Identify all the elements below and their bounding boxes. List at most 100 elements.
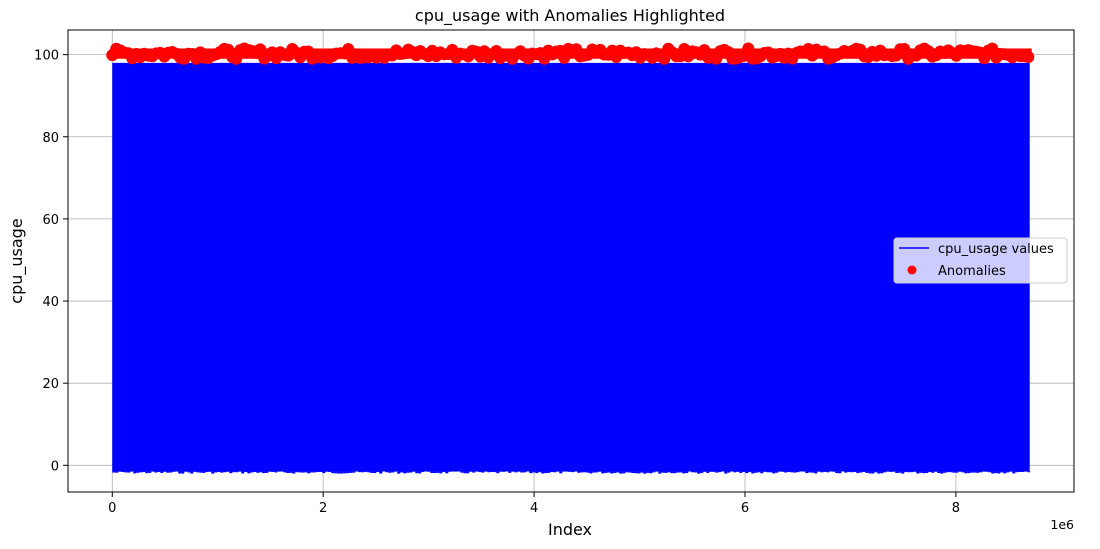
series-line-edge bbox=[877, 471, 880, 473]
series-line-edge bbox=[292, 471, 295, 473]
series-line-edge bbox=[922, 471, 925, 473]
series-line-edge bbox=[496, 471, 499, 473]
series-line-edge bbox=[961, 471, 964, 472]
series-line-edge bbox=[919, 471, 922, 472]
series-line-edge bbox=[160, 471, 163, 472]
series-line-edge bbox=[460, 471, 463, 472]
series-line-edge bbox=[295, 471, 298, 472]
series-line-edge bbox=[1027, 471, 1030, 472]
series-line-edge bbox=[466, 471, 469, 473]
series-line-edge bbox=[610, 471, 613, 473]
series-line-edge bbox=[508, 471, 511, 472]
series-line-edge bbox=[868, 471, 871, 473]
series-line-edge bbox=[955, 471, 958, 472]
series-line-edge bbox=[547, 471, 550, 472]
series-line-edge bbox=[433, 471, 436, 473]
series-line-edge bbox=[445, 471, 448, 473]
series-line-edge bbox=[766, 471, 769, 472]
series-line-edge bbox=[196, 471, 199, 472]
series-line-edge bbox=[580, 471, 583, 472]
series-line-edge bbox=[631, 471, 634, 473]
series-line-edge bbox=[787, 471, 790, 472]
series-line-edge bbox=[490, 471, 493, 472]
series-line-edge bbox=[211, 471, 214, 473]
series-line-edge bbox=[907, 471, 910, 472]
series-line-edge bbox=[670, 471, 673, 473]
series-line-edge bbox=[283, 471, 286, 472]
series-line-edge bbox=[415, 471, 418, 473]
y-tick-label: 80 bbox=[42, 131, 59, 146]
series-line-edge bbox=[337, 471, 340, 473]
series-line-edge bbox=[883, 471, 886, 472]
series-line-edge bbox=[946, 471, 949, 472]
series-line-edge bbox=[916, 471, 919, 473]
series-line-edge bbox=[388, 471, 391, 472]
series-line-edge bbox=[850, 471, 853, 472]
series-line-edge bbox=[298, 471, 301, 472]
series-line-edge bbox=[898, 471, 901, 472]
series-line-edge bbox=[811, 471, 814, 472]
series-line-edge bbox=[328, 471, 331, 472]
series-line-edge bbox=[769, 471, 772, 472]
series-line-edge bbox=[229, 471, 232, 473]
series-line-edge bbox=[640, 471, 643, 472]
series-line-edge bbox=[115, 471, 118, 472]
series-line-edge bbox=[679, 471, 682, 472]
series-line-edge bbox=[1015, 471, 1018, 472]
legend-scatter-swatch bbox=[908, 266, 917, 275]
series-line-edge bbox=[247, 471, 250, 473]
series-line-edge bbox=[523, 471, 526, 472]
series-line-edge bbox=[826, 471, 829, 472]
series-line-edge bbox=[310, 471, 313, 472]
series-line-edge bbox=[745, 471, 748, 473]
series-line-edge bbox=[997, 471, 1000, 473]
series-line-edge bbox=[139, 471, 142, 472]
series-line-edge bbox=[814, 471, 817, 473]
series-line-edge bbox=[178, 471, 181, 473]
series-line-edge bbox=[754, 471, 757, 472]
x-tick-label: 0 bbox=[108, 501, 116, 516]
series-line-edge bbox=[514, 471, 517, 472]
series-line-edge bbox=[367, 471, 370, 472]
series-line-edge bbox=[553, 471, 556, 472]
series-line-edge bbox=[154, 471, 157, 472]
series-line-edge bbox=[214, 471, 217, 472]
series-line-edge bbox=[862, 471, 865, 472]
series-line-edge bbox=[235, 471, 238, 472]
x-axis-offset-label: 1e6 bbox=[1050, 517, 1074, 532]
series-line-edge bbox=[643, 471, 646, 473]
series-line-edge bbox=[316, 471, 319, 472]
series-line-edge bbox=[733, 471, 736, 472]
series-line-edge bbox=[928, 471, 931, 472]
series-line-edge bbox=[583, 471, 586, 472]
series-line-edge bbox=[589, 471, 592, 473]
series-line-edge bbox=[232, 471, 235, 472]
series-line-edge bbox=[793, 471, 796, 472]
series-line-edge bbox=[250, 471, 253, 472]
series-line-edge bbox=[577, 471, 580, 472]
series-line-edge bbox=[181, 471, 184, 473]
series-line-edge bbox=[352, 471, 355, 472]
series-line-edge bbox=[619, 471, 622, 473]
x-tick-label: 6 bbox=[741, 501, 749, 516]
series-line-edge bbox=[901, 471, 904, 473]
legend-label-values: cpu_usage values bbox=[938, 242, 1054, 257]
series-line-edge bbox=[307, 471, 310, 473]
series-line-edge bbox=[217, 471, 220, 472]
series-line-edge bbox=[493, 471, 496, 472]
series-line-edge bbox=[358, 471, 361, 472]
series-line-edge bbox=[370, 471, 373, 473]
series-line-edge bbox=[274, 471, 277, 472]
series-line-edge bbox=[142, 471, 145, 472]
series-line-edge bbox=[967, 471, 970, 473]
series-line-edge bbox=[436, 471, 439, 472]
series-line-edge bbox=[529, 471, 532, 473]
series-line-edge bbox=[376, 471, 379, 472]
series-line-edge bbox=[979, 471, 982, 472]
series-line-edge bbox=[874, 471, 877, 472]
series-line-edge bbox=[925, 471, 928, 473]
series-line-edge bbox=[418, 471, 421, 473]
x-tick-label: 2 bbox=[319, 501, 327, 516]
series-line-edge bbox=[409, 471, 412, 472]
series-line-edge bbox=[361, 471, 364, 472]
